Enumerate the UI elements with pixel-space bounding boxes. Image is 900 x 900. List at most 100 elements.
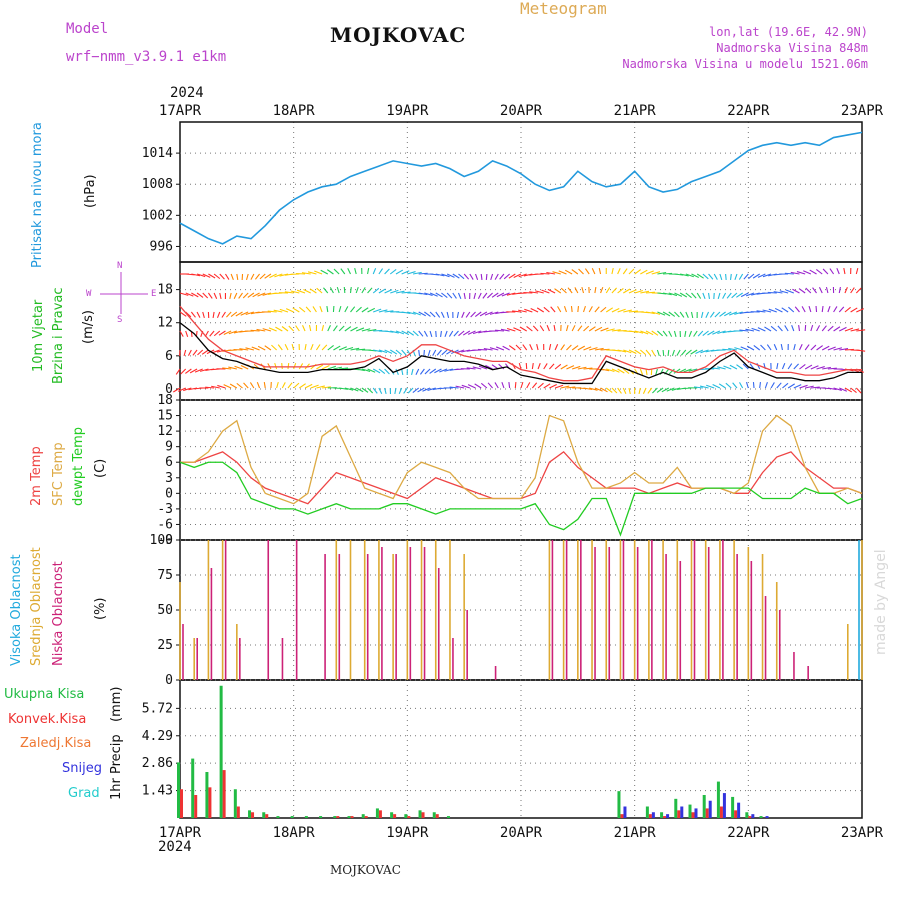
wind-barb — [588, 306, 593, 313]
wind-barb — [191, 273, 201, 277]
wind-barb — [623, 309, 632, 313]
wind-barb — [622, 268, 628, 275]
wind-barb — [810, 324, 814, 332]
precip-bar — [620, 814, 624, 818]
wind-barb — [407, 387, 414, 394]
wind-barb — [526, 382, 531, 389]
compass-n: N — [117, 261, 123, 271]
wind-barb — [179, 292, 189, 296]
wind-barb — [218, 330, 226, 336]
wind-barb — [728, 347, 738, 351]
wind-barb — [275, 326, 283, 332]
precip-bar — [674, 798, 678, 818]
wind-barb — [815, 305, 818, 313]
wind-barb — [490, 273, 494, 281]
wind-barb — [662, 292, 672, 296]
wind-barb — [734, 273, 738, 281]
wind-barb — [780, 343, 783, 351]
date-label-bottom: 19APR — [386, 825, 429, 841]
wind-barb — [407, 271, 416, 275]
wind-barb — [296, 272, 306, 275]
wind-barb — [467, 384, 476, 389]
wind-barb — [221, 311, 226, 318]
wind-barb — [435, 273, 445, 277]
wind-barb — [245, 273, 249, 281]
wind-barb — [321, 365, 330, 370]
pressure-y-tick-label: 1008 — [142, 177, 173, 192]
wind-barb — [548, 343, 552, 351]
wind-barb — [749, 363, 755, 370]
wind-barb — [571, 269, 579, 275]
wind-barb — [668, 368, 675, 375]
wind-barb — [584, 268, 590, 275]
wind-barb — [308, 324, 312, 332]
wind-barb — [466, 367, 476, 370]
wind-barb — [212, 311, 215, 319]
pressure-y-tick-label: 1014 — [142, 146, 173, 161]
wind-barb — [768, 308, 777, 313]
wind-barb — [350, 306, 356, 313]
wind-barb — [355, 286, 359, 294]
wind-barb — [235, 311, 243, 317]
wind-barb — [401, 291, 411, 294]
wind-barb — [475, 273, 479, 281]
wind-barb — [287, 362, 290, 370]
wind-barb — [305, 306, 312, 313]
wind-barb — [434, 368, 442, 374]
wind-barb — [384, 387, 387, 395]
wind-barb — [354, 267, 357, 275]
wind-barb — [523, 273, 533, 277]
wind-barb — [452, 273, 460, 279]
wind-barb — [411, 368, 414, 376]
precip-bar — [694, 808, 698, 818]
wind-barb — [673, 368, 681, 374]
wind-barb — [557, 306, 562, 313]
wind-barb — [708, 273, 714, 280]
wind-barb — [508, 273, 516, 279]
wind-barb — [355, 306, 362, 313]
wind-barb — [329, 287, 334, 294]
wind-barb — [233, 292, 238, 299]
cloud-y-tick-label: 0 — [165, 673, 173, 688]
date-label-top: 22APR — [727, 103, 770, 119]
wind-barb — [208, 273, 216, 279]
wind-barb — [264, 345, 272, 351]
wind-barb — [560, 344, 566, 351]
wind-barb — [480, 273, 483, 281]
wind-barb — [361, 307, 369, 313]
precip-bar — [688, 804, 692, 818]
compass-w: W — [86, 289, 92, 299]
wind-barb — [458, 273, 465, 280]
wind-barb — [673, 330, 677, 338]
wind-barb — [598, 267, 602, 275]
precip-bar — [265, 814, 269, 818]
wind-barb — [526, 325, 533, 332]
wind-barb — [472, 366, 482, 370]
wind-barb — [844, 387, 853, 393]
wind-barb — [839, 326, 847, 332]
wind-barb — [501, 381, 505, 389]
wind-barb — [589, 387, 598, 391]
wind-barb — [407, 330, 415, 336]
wind-barb — [479, 311, 488, 317]
wind-barb — [536, 343, 539, 351]
wind-barb — [696, 273, 704, 279]
wind-barb — [427, 349, 431, 357]
cloud-y-tick-label: 75 — [157, 568, 173, 583]
wind-barb — [779, 290, 789, 294]
wind-barb — [759, 381, 761, 389]
legend-frozen-precip: Zaledj.Kisa — [20, 736, 92, 751]
wind-barb — [378, 387, 383, 394]
wind-barb — [446, 292, 453, 299]
wind-barb — [436, 349, 442, 356]
model-altitude-text: Nadmorska Visina u modelu 1521.06m — [622, 57, 868, 71]
wind-barb — [657, 271, 667, 275]
wind-barb — [829, 268, 835, 275]
wind-barb — [502, 345, 510, 351]
wind-barb — [731, 292, 738, 299]
wind-barb — [712, 330, 721, 335]
wind-barb — [290, 290, 300, 294]
wind-barb — [577, 325, 583, 332]
precip-bar — [421, 812, 425, 818]
